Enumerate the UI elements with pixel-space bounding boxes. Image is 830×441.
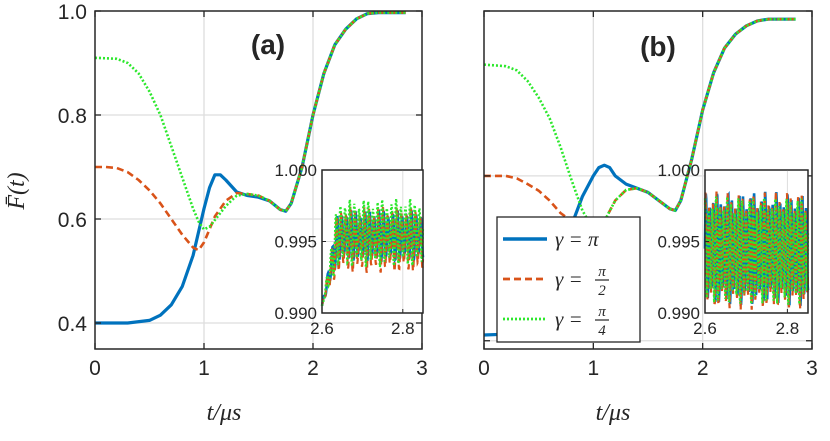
legend: γ = π γ = π 2 γ = π 4	[496, 216, 641, 343]
inset-y-tick-label: 0.995	[274, 233, 317, 252]
y-tick-label: 0.6	[58, 209, 87, 232]
series-line-pi_over_4	[483, 17, 796, 231]
inset-series-pi_over_4	[320, 198, 425, 306]
x-axis-label-b: t/μs	[596, 400, 631, 426]
inset-y-tick-label: 1.000	[274, 161, 317, 180]
inset: 2.6 2.8 0.990 0.995 1.000	[274, 161, 425, 338]
legend-fraction-num: π	[598, 304, 606, 320]
x-tick-label: 1	[198, 357, 210, 380]
y-axis-label-text: F̄(t)	[4, 172, 30, 210]
legend-entry-pi_over_4: γ = π 4	[555, 304, 609, 339]
axes-frame	[483, 10, 813, 350]
panel-label: (b)	[640, 31, 676, 62]
legend-fraction-den: 4	[598, 323, 606, 339]
legend-entry-pi: γ = π	[555, 227, 599, 251]
x-tick-label: 2	[697, 357, 709, 380]
legend-fraction-den: 2	[598, 283, 606, 299]
inset-y-tick-label: 0.990	[657, 304, 700, 323]
legend-label: γ =	[555, 267, 583, 291]
panel-label: (a)	[251, 29, 285, 60]
inset-x-tick-label: 2.6	[693, 319, 717, 338]
inset-x-tick-label: 2.6	[310, 319, 334, 338]
legend-label: γ = π	[555, 227, 599, 251]
series-line-pi_over_2	[484, 17, 796, 235]
series-line-pi_over_4	[94, 11, 406, 231]
x-tick-label: 0	[478, 357, 490, 380]
inset-x-tick-label: 2.8	[391, 319, 415, 338]
x-tick-label: 0	[89, 357, 101, 380]
y-tick-label: 0.8	[58, 105, 87, 128]
legend-fraction-num: π	[598, 264, 606, 280]
y-tick-label: 0.4	[58, 313, 88, 336]
y-tick-label: 1.0	[58, 1, 87, 24]
panel-a: 0 1 2 3 0.4 0.6 0.8 1.0 (a) 2.6 2.8 0.990 0.995 1.000	[58, 1, 428, 380]
inset-y-tick-label: 0.990	[274, 304, 317, 323]
inset-x-tick-label: 2.8	[776, 319, 800, 338]
inset: 2.6 2.8 0.990 0.995 1.000	[657, 161, 810, 338]
legend-label: γ =	[555, 307, 583, 331]
x-tick-label: 2	[307, 357, 319, 380]
inset-series-pi_over_4	[703, 196, 810, 305]
x-tick-label: 1	[587, 357, 599, 380]
inset-y-tick-label: 0.995	[657, 233, 700, 252]
x-tick-label: 3	[806, 357, 818, 380]
x-tick-label: 3	[416, 357, 428, 380]
x-axis-label-a: t/μs	[207, 400, 242, 426]
legend-entry-pi_over_2: γ = π 2	[555, 264, 609, 299]
y-axis-label: F̄(t)	[4, 172, 30, 210]
inset-y-tick-label: 1.000	[657, 161, 700, 180]
